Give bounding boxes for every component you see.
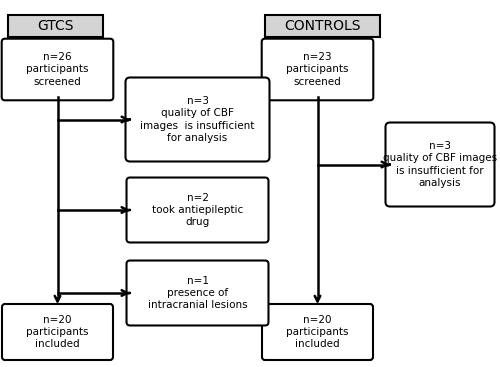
- Bar: [8, 15, 103, 37]
- Text: CONTROLS: CONTROLS: [284, 19, 361, 33]
- FancyBboxPatch shape: [262, 304, 373, 360]
- FancyBboxPatch shape: [126, 178, 268, 243]
- Text: n=26
participants
screened: n=26 participants screened: [26, 52, 89, 87]
- FancyBboxPatch shape: [126, 77, 270, 161]
- FancyBboxPatch shape: [262, 39, 374, 100]
- Text: n=3
quality of CBF images
is insufficient for
analysis: n=3 quality of CBF images is insufficien…: [383, 141, 497, 188]
- FancyBboxPatch shape: [386, 123, 494, 207]
- Text: n=2
took antiepileptic
drug: n=2 took antiepileptic drug: [152, 193, 243, 228]
- Text: n=1
presence of
intracranial lesions: n=1 presence of intracranial lesions: [148, 276, 248, 310]
- FancyBboxPatch shape: [2, 304, 113, 360]
- Text: n=23
participants
screened: n=23 participants screened: [286, 52, 349, 87]
- Bar: [265, 15, 380, 37]
- FancyBboxPatch shape: [2, 39, 114, 100]
- Text: n=3
quality of CBF
images  is insufficient
for analysis: n=3 quality of CBF images is insufficien…: [140, 96, 254, 143]
- Text: n=20
participants
included: n=20 participants included: [286, 315, 349, 349]
- FancyBboxPatch shape: [126, 261, 268, 326]
- Text: n=20
participants
included: n=20 participants included: [26, 315, 89, 349]
- Text: GTCS: GTCS: [37, 19, 74, 33]
